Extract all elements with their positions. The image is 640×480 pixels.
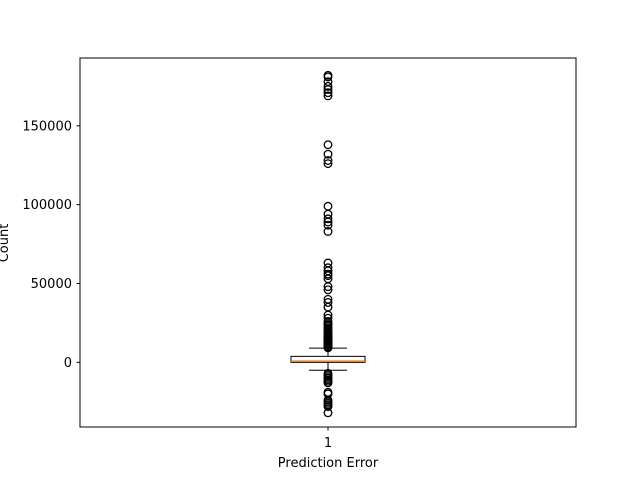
outlier-point [323,297,333,307]
outlier-point [323,88,333,98]
outlier-point [323,217,333,227]
outlier-point [323,282,333,292]
outlier-point [323,85,333,94]
y-tick-label: 50000 [31,277,72,292]
iqr-box [290,355,366,363]
y-axis: 0 50000 100000 150000 [22,119,80,371]
outlier-point [323,91,333,101]
outlier-point [323,149,333,159]
outlier-point [323,159,333,169]
outlier-point [323,72,333,82]
outlier-point [323,408,333,418]
x-axis-label: Prediction Error [278,456,379,471]
y-tick-label: 150000 [22,119,72,134]
outlier-point [323,156,333,165]
y-tick-label: 0 [64,356,72,371]
x-axis: 1 [324,427,332,451]
box-plot [290,347,366,371]
outlier-point [323,402,333,411]
y-tick-label: 100000 [22,198,72,213]
outlier-point [323,220,333,230]
outlier-point [323,81,333,91]
outlier-point [323,285,333,295]
outlier-point [323,271,333,281]
outlier-point [323,214,333,224]
outlier-point [323,140,333,150]
outlier-point [323,378,333,388]
outlier-point [323,227,333,236]
x-tick-label: 1 [324,436,332,451]
y-axis-label: Count [0,224,12,263]
